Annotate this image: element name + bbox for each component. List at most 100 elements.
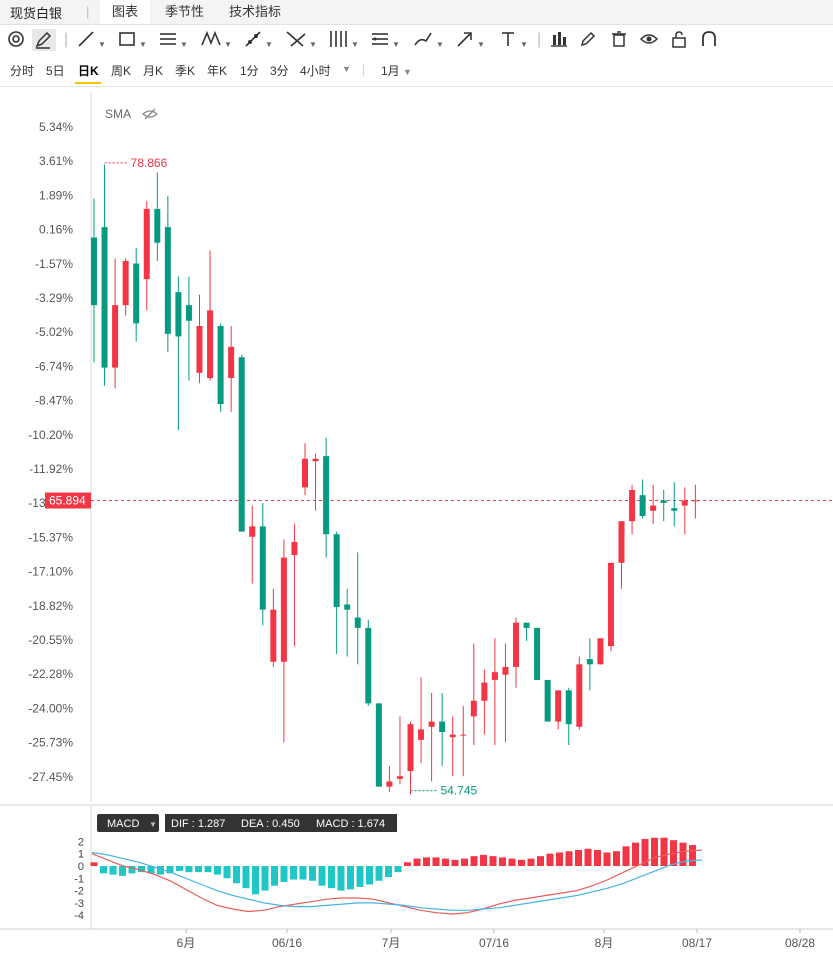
arrow-icon[interactable]: ▼ (455, 29, 485, 51)
macd-bar (461, 858, 468, 866)
drawing-toolbar: | ▼ ▼ ▼ ▼ ▼ ▼ ▼ ▼ ▼ ▼ ▼ | (0, 26, 833, 54)
candle-body (302, 458, 308, 488)
macd-bar (689, 845, 696, 866)
macd-bar (508, 858, 516, 866)
price-axis-ticks: 5.34% 3.61% 1.89% 0.16% -1.57% -3.29% -5.02% -6… (28, 120, 73, 784)
period-quarterly[interactable]: 季K (175, 64, 196, 78)
edit-icon[interactable] (578, 29, 598, 51)
macd-bar (651, 837, 658, 866)
macd-bar (584, 848, 592, 866)
line-icon[interactable]: ▼ (76, 29, 106, 51)
measure-icon[interactable]: ▼ (243, 29, 273, 51)
target-icon[interactable] (6, 29, 26, 51)
range-select[interactable]: 1月 ▼ (381, 62, 412, 79)
lock-icon[interactable] (669, 29, 689, 51)
macd-axis-tick-label: -3 (74, 898, 84, 910)
macd-bar (451, 859, 459, 866)
candle-body (185, 305, 192, 321)
candle-body (112, 305, 119, 368)
eye-icon[interactable] (639, 29, 659, 51)
eye-hidden-icon[interactable] (142, 108, 158, 120)
macd-axis-tick-label: -2 (74, 886, 84, 898)
candle-body (460, 734, 467, 736)
price-axis-tick-label: -27.45% (28, 770, 73, 784)
price-axis-tick-label: 1.89% (39, 188, 73, 202)
tab-indicators[interactable]: 技术指标 (229, 4, 282, 19)
macd-bar (90, 862, 98, 866)
high-label: 78.866 (131, 156, 168, 170)
macd-bar (575, 850, 582, 866)
dif-line (91, 849, 703, 915)
period-4h[interactable]: 4小时 (300, 64, 331, 78)
candle-body (323, 456, 330, 535)
price-axis-tick-label: -22.28% (28, 667, 73, 681)
candle-body (597, 638, 604, 665)
time-axis-label: 7月 (382, 936, 401, 950)
text-icon[interactable]: ▼ (502, 32, 528, 49)
chevron-down-icon: ▼ (403, 67, 412, 77)
brush-icon[interactable]: ▼ (412, 29, 444, 51)
price-axis-tick-label: -17.10% (28, 565, 73, 579)
macd-bar (385, 866, 392, 878)
macd-bar (499, 857, 506, 866)
magnet-icon[interactable] (699, 29, 719, 51)
candle-tool-icon[interactable]: ▼ (330, 31, 359, 49)
macd-bar (356, 866, 364, 887)
period-bar: 分时 5日 日K 周K 月K 季K 年K 1分 3分 4小时 ▼ | 1月 ▼ (0, 56, 833, 87)
macd-bar (318, 866, 326, 886)
tab-seasonal[interactable]: 季节性 (165, 4, 205, 19)
candle-body (639, 495, 646, 516)
period-tick[interactable]: 分时 (10, 64, 35, 78)
macd-dif-label: DIF : 1.287 (171, 818, 225, 830)
fib-icon[interactable]: ▼ (285, 29, 317, 51)
time-axis-label: 08/28 (785, 936, 815, 950)
macd-bar (176, 866, 183, 871)
period-yearly[interactable]: 年K (207, 64, 228, 78)
macd-bar (565, 851, 573, 866)
macd-bar (366, 866, 373, 885)
channel-icon[interactable]: ▼ (160, 33, 188, 49)
price-axis-tick-label: -11.92% (29, 462, 73, 476)
macd-values-box (165, 814, 397, 832)
bars-icon[interactable] (549, 29, 569, 51)
instrument-title: 现货白银 (10, 6, 63, 21)
candle-body (481, 682, 488, 701)
period-1min[interactable]: 1分 (240, 64, 259, 78)
price-axis-tick-label: -15.37% (28, 530, 73, 544)
macd-bar (100, 866, 107, 874)
time-axis-label: 8月 (595, 936, 614, 950)
macd-bar (328, 866, 335, 889)
candle-body (439, 721, 446, 732)
list-icon[interactable]: ▼ (370, 29, 400, 51)
period-daily[interactable]: 日K (78, 64, 99, 78)
macd-bar (537, 856, 544, 866)
macd-axis-tick-label: 1 (78, 849, 84, 861)
candle-body (259, 526, 266, 610)
macd-dea-label: DEA : 0.450 (241, 818, 300, 830)
tab-chart[interactable]: 图表 (100, 0, 151, 24)
trash-icon[interactable] (609, 29, 629, 51)
macd-bar (641, 838, 649, 866)
period-monthly[interactable]: 月K (143, 64, 164, 78)
candle-body (576, 664, 583, 727)
period-more-caret[interactable]: ▼ (342, 64, 351, 74)
candle-body (238, 357, 245, 532)
toolbar-divider: | (64, 31, 69, 48)
pen-icon[interactable] (32, 29, 56, 51)
candle-body (660, 500, 667, 503)
candle-body (133, 263, 140, 324)
macd-bar (223, 866, 231, 879)
candle-body (196, 325, 203, 373)
macd-bar (109, 866, 117, 875)
period-weekly[interactable]: 周K (111, 64, 132, 78)
period-3min[interactable]: 3分 (270, 64, 289, 78)
macd-bar (252, 866, 259, 895)
macd-selector[interactable] (97, 814, 159, 832)
pattern-icon[interactable]: ▼ (200, 29, 232, 51)
candle-body (407, 724, 414, 772)
rect-icon[interactable]: ▼ (117, 29, 147, 51)
macd-bar (489, 856, 497, 866)
candle-body (544, 679, 551, 722)
period-5d[interactable]: 5日 (46, 64, 65, 78)
